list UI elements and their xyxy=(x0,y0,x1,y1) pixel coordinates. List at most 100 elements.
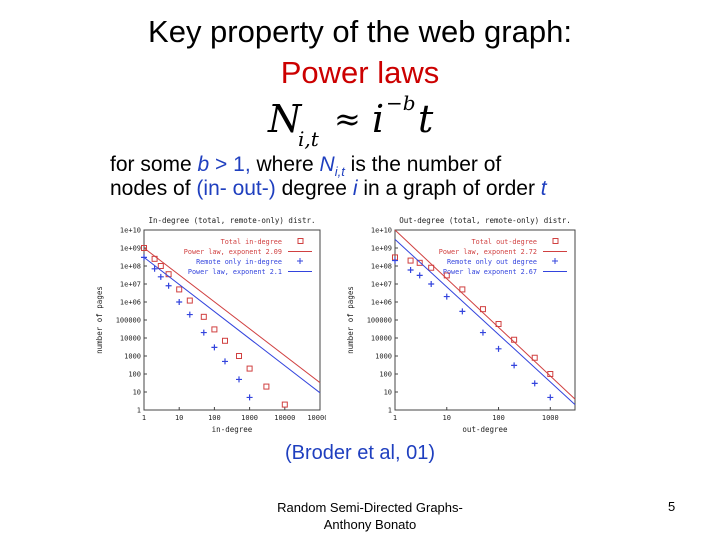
formula-approx: ≈ xyxy=(334,100,361,138)
var-b: b xyxy=(197,153,210,176)
formula-t: t xyxy=(418,97,434,141)
y-tick-label: 10000 xyxy=(120,335,141,343)
y-tick-label: 100000 xyxy=(367,317,392,325)
formula-N: N xyxy=(267,97,303,141)
y-tick-label: 1e+10 xyxy=(371,227,392,235)
y-tick-label: 100 xyxy=(379,371,392,379)
description-line-1: for some b > 1, where Ni,t is the number… xyxy=(110,152,501,185)
formula-i: i xyxy=(372,97,384,141)
x-tick-label: 10 xyxy=(443,414,451,422)
data-point-plus xyxy=(531,380,538,387)
formula-exponent: −b xyxy=(386,92,416,115)
data-point-plus xyxy=(416,272,423,279)
data-point-plus xyxy=(200,329,207,336)
legend-entry: Total out-degree xyxy=(472,238,537,246)
x-tick-label: 100 xyxy=(208,414,221,422)
y-tick-label: 1 xyxy=(388,407,392,415)
power-law-fit-line xyxy=(143,257,321,394)
footer-line-2: Anthony Bonato xyxy=(323,517,417,532)
power-law-fit-line xyxy=(394,229,576,400)
data-point-square xyxy=(531,354,538,361)
legend-entry: Remote only out degree xyxy=(447,258,537,266)
in-out-note: (in- out-) xyxy=(196,177,276,200)
data-point-square xyxy=(281,401,288,408)
page-number: 5 xyxy=(668,499,676,514)
y-tick-label: 1e+06 xyxy=(120,299,141,307)
legend-entry: Power law, exponent 2.72 xyxy=(439,248,537,256)
x-tick-label: 10000 xyxy=(274,414,295,422)
y-tick-label: 1e+10 xyxy=(120,227,141,235)
y-tick-label: 1000 xyxy=(124,353,141,361)
x-axis-label: out-degree xyxy=(462,425,508,434)
x-tick-label: 100 xyxy=(492,414,505,422)
data-point-plus xyxy=(547,394,554,401)
chart-title: In-degree (total, remote-only) distr. xyxy=(148,216,315,225)
data-point-plus xyxy=(246,394,253,401)
data-point-square xyxy=(263,383,270,390)
y-axis-label: number of pages xyxy=(95,286,104,354)
data-point-plus xyxy=(157,273,164,280)
data-point-square xyxy=(236,353,243,359)
citation: (Broder et al, 01) xyxy=(284,442,436,464)
var-i: i xyxy=(352,177,358,200)
in-degree-chart: In-degree (total, remote-only) distr. 1 10… xyxy=(94,212,333,436)
y-tick-label: 1e+09 xyxy=(371,245,392,253)
legend-entry: Remote only in-degree xyxy=(196,258,282,266)
plot-frame xyxy=(143,229,321,411)
out-degree-chart: Out-degree (total, remote-only) distr. 1 1… xyxy=(345,212,581,436)
data-point-square xyxy=(141,245,147,251)
data-point-square xyxy=(495,320,502,327)
data-point-square xyxy=(428,264,435,271)
legend-entry: Power law, exponent 2.09 xyxy=(184,248,282,256)
text-run: degree xyxy=(275,177,353,200)
legend-swatch-square xyxy=(297,238,304,244)
x-tick-label: 100000 xyxy=(307,414,326,422)
x-axis-label: in-degree xyxy=(212,425,253,434)
text-run: in a graph of order xyxy=(357,177,541,200)
y-tick-label: 10000 xyxy=(371,335,392,343)
data-point-plus xyxy=(186,311,193,318)
data-point-square xyxy=(246,365,253,372)
legend-swatch-square xyxy=(552,238,559,244)
data-point-square xyxy=(200,313,207,320)
in-degree-chart-svg: In-degree (total, remote-only) distr. 1 10… xyxy=(95,216,333,434)
chart-title: Out-degree (total, remote-only) distr. xyxy=(399,216,571,225)
y-tick-label: 1e+06 xyxy=(371,299,392,307)
y-tick-label: 1e+07 xyxy=(120,281,141,289)
data-point-plus xyxy=(392,257,398,264)
y-tick-label: 1000 xyxy=(375,353,392,361)
power-law-fit-line xyxy=(394,239,576,405)
data-point-square xyxy=(186,297,193,304)
x-tick-label: 1 xyxy=(142,414,146,422)
legend-swatch-plus xyxy=(552,258,558,264)
x-tick-label: 10 xyxy=(175,414,183,422)
data-point-square xyxy=(176,286,183,293)
power-law-fit-line xyxy=(143,247,321,384)
out-degree-chart-svg: Out-degree (total, remote-only) distr.11… xyxy=(346,216,576,434)
y-tick-label: 100000 xyxy=(116,317,141,325)
y-tick-label: 1 xyxy=(137,407,141,415)
data-point-square xyxy=(479,306,486,313)
y-tick-label: 1e+07 xyxy=(371,281,392,289)
slide-title: Key property of the web graph: xyxy=(148,14,572,49)
data-point-plus xyxy=(165,282,172,289)
var-t: t xyxy=(540,177,547,200)
slide-subtitle: Power laws xyxy=(280,55,440,90)
data-point-plus xyxy=(428,281,435,287)
x-tick-label: 1 xyxy=(393,414,397,422)
power-law-formula: N i,t ≈ i −b t xyxy=(267,92,434,150)
description-line-2: nodes of (in- out-) degree i in a graph … xyxy=(110,176,547,202)
y-tick-label: 1e+08 xyxy=(371,263,392,271)
data-point-plus xyxy=(459,308,466,315)
data-point-plus xyxy=(151,265,158,272)
data-point-plus xyxy=(495,345,502,352)
text-run: > 1, xyxy=(209,153,251,176)
y-axis-label: number of pages xyxy=(346,286,355,354)
data-point-plus xyxy=(236,376,243,383)
y-tick-label: 10 xyxy=(384,389,392,397)
legend-entry: Power law, exponent 2.1 xyxy=(188,268,282,276)
legend-entry: Power law exponent 2.67 xyxy=(443,268,537,276)
data-point-plus xyxy=(443,293,450,300)
x-tick-label: 1000 xyxy=(241,414,258,422)
plot-frame xyxy=(394,229,576,411)
